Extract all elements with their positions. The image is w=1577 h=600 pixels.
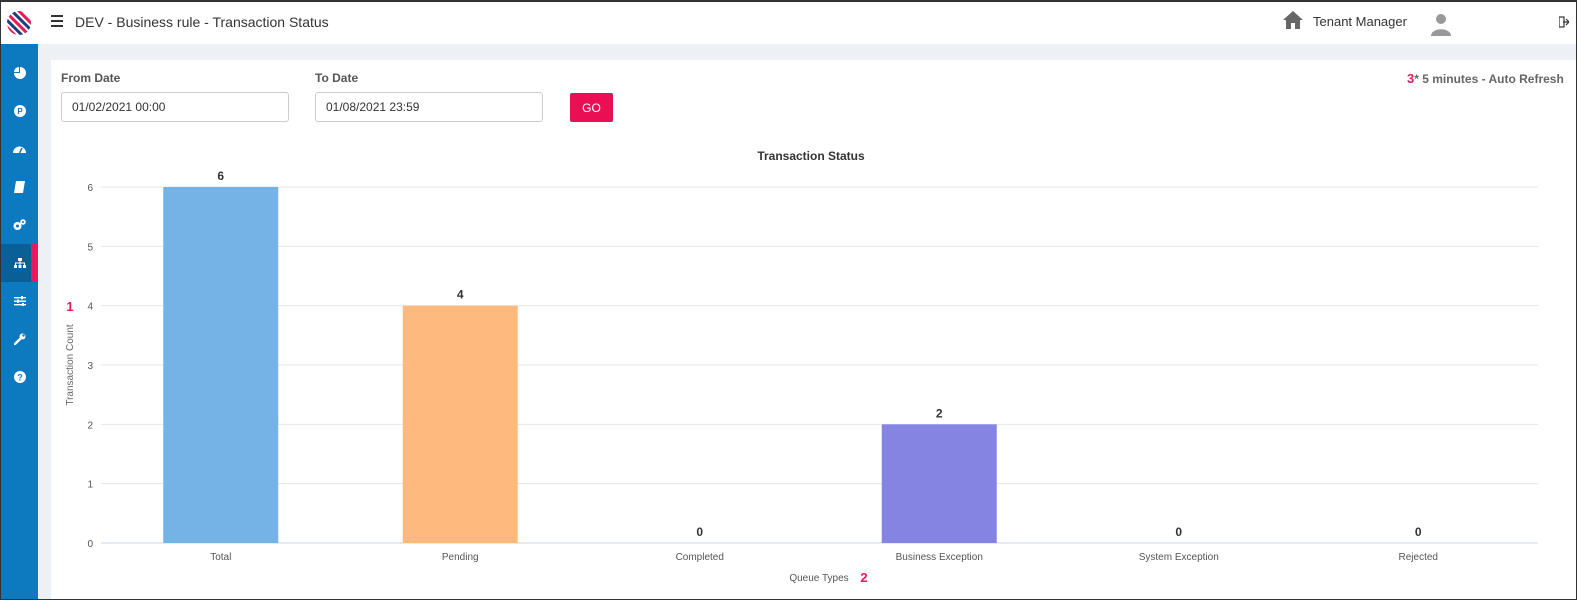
sidebar-item-help[interactable]: ? (1, 358, 38, 396)
main-panel (51, 60, 1576, 599)
dashboard-gauge-icon (13, 146, 26, 154)
go-button[interactable]: GO (570, 93, 613, 122)
auto-refresh-note: 3* 5 minutes - Auto Refresh (1407, 71, 1564, 86)
chart-bars: 6 4 0 2 0 0 (163, 169, 1422, 543)
y-tick-label: 1 (87, 480, 93, 491)
auto-refresh-marker: 3 (1407, 71, 1415, 86)
sitemap-icon (13, 257, 26, 268)
logout-icon[interactable] (1559, 16, 1569, 28)
y-axis-label-group: Transaction Count 1 (65, 299, 76, 406)
chart-grid (101, 186, 1538, 544)
from-date-label: From Date (61, 71, 121, 85)
hamburger-menu-icon[interactable] (51, 15, 63, 29)
sidebar-item-reports[interactable] (1, 54, 38, 92)
user-avatar-icon[interactable] (1429, 12, 1453, 36)
svg-text:P: P (17, 107, 23, 116)
page-title: DEV - Business rule - Transaction Status (75, 14, 329, 30)
bar-value-label: 6 (217, 169, 224, 183)
app-logo[interactable] (1, 2, 37, 44)
bar-value-label: 0 (1415, 525, 1422, 539)
y-tick-label: 5 (87, 242, 93, 253)
bar-value-label: 0 (1175, 525, 1182, 539)
y-axis-marker: 1 (66, 299, 73, 314)
book-icon (14, 181, 25, 193)
x-axis-ticks: Total Pending Completed Business Exception S… (210, 552, 1438, 563)
x-tick-label: Pending (442, 552, 479, 563)
bar-value-label: 4 (457, 288, 464, 302)
sidebar-item-dashboard[interactable] (1, 130, 38, 168)
x-tick-label: Completed (676, 552, 724, 563)
sidebar-item-business-rules[interactable] (1, 244, 38, 282)
y-tick-label: 2 (87, 420, 93, 431)
x-tick-label: Total (210, 552, 231, 563)
x-tick-label: Rejected (1399, 552, 1438, 563)
bar-value-label: 2 (936, 406, 943, 420)
bar-value-label: 0 (696, 525, 703, 539)
sidebar-item-processes[interactable]: P (1, 92, 38, 130)
y-axis-label: Transaction Count (65, 324, 76, 406)
tenant-manager-link[interactable]: Tenant Manager (1313, 14, 1407, 29)
bar[interactable] (881, 424, 997, 543)
x-axis-label: Queue Types (789, 573, 848, 584)
auto-refresh-text: * 5 minutes - Auto Refresh (1414, 72, 1564, 86)
x-tick-label: Business Exception (896, 552, 983, 563)
y-axis-ticks: 0 1 2 3 4 5 6 (87, 183, 93, 550)
transaction-status-chart: Transaction Status 0 1 2 3 4 5 6 6 4 0 2 0 0 Total P… (65, 149, 1538, 585)
home-icon[interactable] (1282, 10, 1304, 30)
sidebar-item-library[interactable] (1, 168, 38, 206)
chart-title: Transaction Status (757, 149, 865, 163)
from-date-input[interactable] (61, 92, 289, 122)
y-tick-label: 3 (87, 361, 93, 372)
p-circle-icon: P (13, 105, 26, 117)
wrench-icon (13, 333, 25, 345)
pie-chart-icon (13, 67, 26, 79)
x-tick-label: System Exception (1139, 552, 1219, 563)
sidebar-item-tools[interactable] (1, 320, 38, 358)
sliders-icon (13, 296, 26, 306)
gears-icon (13, 219, 26, 230)
y-tick-label: 4 (87, 302, 93, 313)
logo-icon (7, 11, 31, 35)
top-header: DEV - Business rule - Transaction Status… (1, 2, 1576, 44)
x-axis-marker: 2 (860, 570, 867, 585)
help-circle-icon: ? (13, 371, 26, 383)
sidebar-item-configuration[interactable] (1, 282, 38, 320)
to-date-label: To Date (315, 71, 359, 85)
bar[interactable] (163, 187, 279, 543)
svg-text:?: ? (17, 373, 23, 383)
sidebar: P ? (1, 44, 38, 599)
to-date-input[interactable] (315, 92, 543, 122)
bar[interactable] (402, 305, 518, 543)
y-tick-label: 0 (87, 539, 93, 550)
y-tick-label: 6 (87, 183, 93, 194)
sidebar-item-settings[interactable] (1, 206, 38, 244)
